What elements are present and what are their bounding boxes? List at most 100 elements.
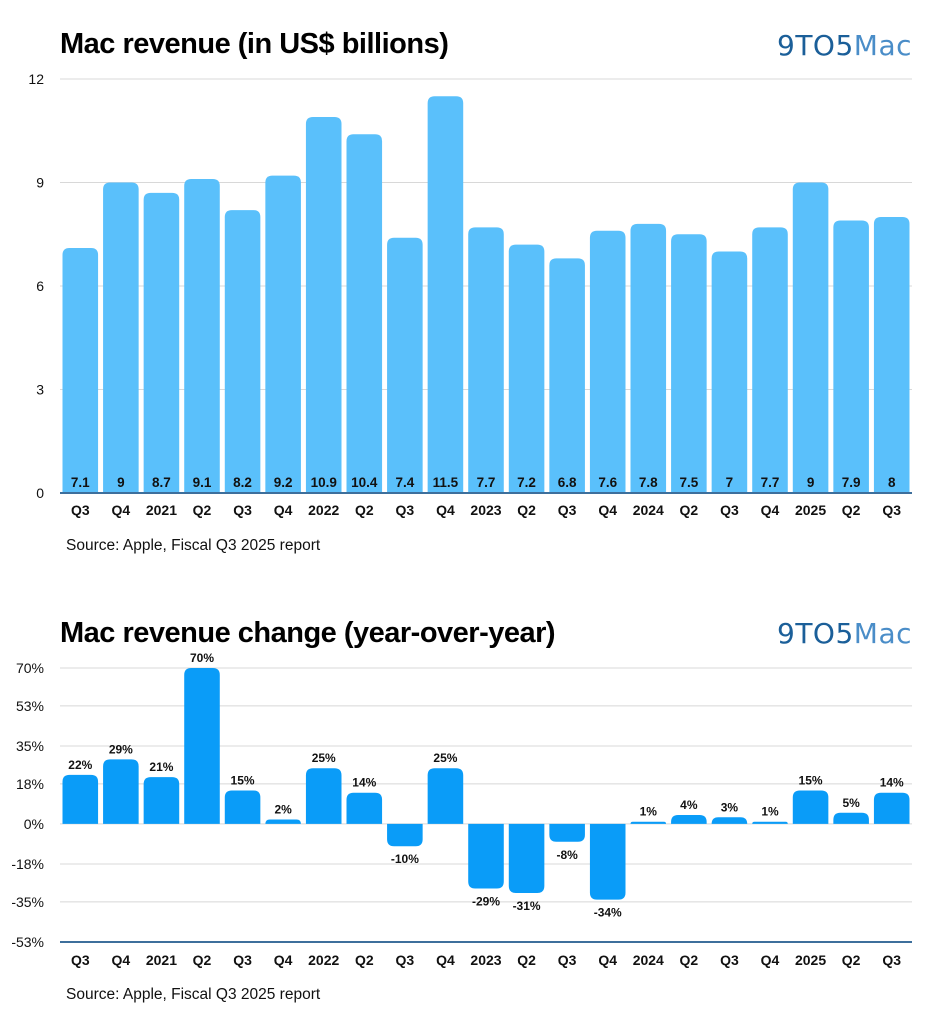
bar (305, 768, 342, 824)
y-tick-label: -18% (11, 856, 44, 872)
x-tick-label: 2022 (308, 952, 339, 968)
chart-source: Source: Apple, Fiscal Q3 2025 report (66, 986, 321, 1003)
data-label: 1% (761, 805, 779, 819)
x-tick-label: Q3 (720, 502, 739, 518)
bar (103, 182, 139, 493)
data-label: 70% (190, 651, 214, 665)
chart-title: Mac revenue change (year-over-year) (60, 617, 556, 649)
x-tick-label: Q3 (882, 502, 901, 518)
y-tick-label: 18% (16, 776, 44, 792)
x-tick-label: Q2 (842, 502, 861, 518)
x-tick-label: Q2 (680, 952, 699, 968)
data-label: 10.9 (311, 475, 337, 490)
x-tick-label: Q2 (355, 502, 374, 518)
bar (62, 774, 99, 824)
data-label: 7.7 (761, 475, 780, 490)
x-tick-label: Q4 (598, 502, 617, 518)
data-label: 25% (433, 751, 457, 765)
data-label: 7.8 (639, 475, 658, 490)
logo-part-2: Mac (853, 617, 912, 650)
x-tick-label: Q2 (517, 952, 536, 968)
data-label: 21% (149, 760, 173, 774)
bar (671, 815, 707, 824)
data-label: -34% (594, 906, 622, 920)
data-label: 7.9 (842, 475, 861, 490)
bar (833, 812, 869, 824)
x-tick-label: Q3 (233, 502, 252, 518)
data-label: 9.2 (274, 475, 293, 490)
x-tick-label: Q4 (274, 502, 293, 518)
logo-part-1: 9TO5 (777, 617, 854, 650)
x-tick-label: 2025 (795, 952, 826, 968)
data-label: 3% (721, 800, 739, 814)
x-tick-label: Q4 (112, 952, 131, 968)
bar (711, 817, 748, 824)
data-label: 15% (799, 774, 823, 788)
bar (549, 823, 585, 842)
bar (873, 217, 910, 493)
bar (427, 768, 464, 824)
x-tick-label: Q4 (761, 952, 780, 968)
y-tick-label: -35% (11, 894, 44, 910)
data-label: 10.4 (351, 475, 378, 490)
bar (184, 179, 220, 494)
x-tick-label: Q4 (274, 952, 293, 968)
revenue-bar-chart: 0 3 6 9 12 7.1 Q3 9 Q4 8.7 2021 9.1 Q2 8.2 Q3 9.2 Q4 10.9… (28, 71, 912, 518)
data-label: 25% (312, 751, 336, 765)
x-tick-label: Q4 (598, 952, 617, 968)
x-tick-label: Q2 (842, 952, 861, 968)
x-tick-label: Q3 (558, 952, 577, 968)
bar (752, 227, 788, 493)
x-tick-label: 2021 (146, 952, 177, 968)
bar (143, 777, 180, 824)
x-tick-label: Q4 (436, 502, 455, 518)
bar (143, 192, 180, 493)
bar (103, 759, 139, 824)
y-tick-label: -53% (11, 934, 44, 950)
x-tick-label: Q2 (193, 952, 212, 968)
data-label: 22% (68, 758, 92, 772)
data-label: 5% (842, 796, 860, 810)
chart-source: Source: Apple, Fiscal Q3 2025 report (66, 537, 321, 554)
x-tick-label: Q3 (396, 502, 415, 518)
bar (792, 790, 829, 824)
y-tick-label: 0 (36, 485, 44, 501)
data-label: 6.8 (558, 475, 577, 490)
data-label: 7.4 (395, 475, 414, 490)
x-tick-label: 2025 (795, 502, 826, 518)
y-tick-label: 70% (16, 660, 44, 676)
bar (346, 792, 383, 824)
x-tick-label: Q3 (882, 952, 901, 968)
bar (589, 230, 626, 494)
data-label: 8 (888, 475, 896, 490)
bar (305, 116, 342, 493)
data-label: 2% (274, 802, 292, 816)
data-label: 15% (231, 774, 255, 788)
bar (873, 792, 910, 824)
y-tick-label: 12 (28, 71, 44, 87)
bar (508, 244, 545, 493)
data-label: -29% (472, 895, 500, 909)
y-tick-label: 0% (24, 816, 44, 832)
bar (387, 237, 423, 493)
y-tick-label: 3 (36, 382, 44, 398)
bar (630, 223, 667, 493)
data-label: 9 (807, 475, 815, 490)
data-label: 29% (109, 742, 133, 756)
x-tick-label: Q3 (71, 952, 90, 968)
bar (508, 823, 545, 893)
data-label: 14% (352, 776, 376, 790)
bar (346, 134, 383, 493)
x-tick-label: 2021 (146, 502, 177, 518)
bar (265, 175, 301, 493)
data-label: 9.1 (193, 475, 212, 490)
data-label: 7.2 (517, 475, 536, 490)
bar (184, 668, 220, 824)
x-tick-label: Q2 (193, 502, 212, 518)
logo-part-1: 9TO5 (777, 29, 854, 62)
x-tick-label: Q4 (436, 952, 455, 968)
bar (711, 251, 748, 493)
chart-title: Mac revenue (in US$ billions) (60, 28, 449, 60)
bar (630, 821, 667, 824)
bar (549, 258, 585, 493)
